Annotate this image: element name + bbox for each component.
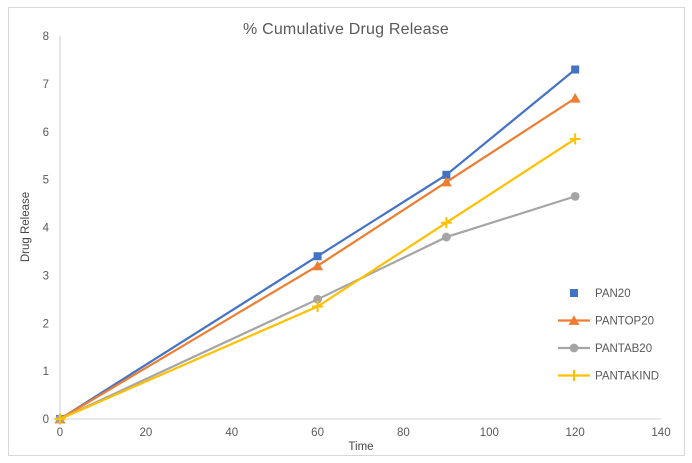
series-marker-pantop20 (440, 176, 452, 187)
legend-item-pan20[interactable]: PAN20 (570, 288, 631, 300)
y-tick-label-8: 8 (43, 31, 49, 43)
legend-label-pantop20: PANTOP20 (595, 316, 654, 328)
series-pantop20 (54, 93, 581, 424)
legend-marker-pantakind (568, 370, 580, 381)
legend-label-pantab20: PANTAB20 (595, 343, 652, 355)
legend-marker-pan20 (570, 289, 578, 297)
x-axis-title: Time (348, 441, 374, 453)
series-marker-pantop20 (569, 93, 581, 103)
y-tick-label-1: 1 (43, 366, 49, 378)
series-line-pantakind (59, 138, 576, 421)
y-tick-label-6: 6 (43, 127, 49, 139)
series-pantakind (54, 133, 581, 425)
series-marker-pan20 (571, 65, 580, 74)
series-marker-pantakind (312, 300, 324, 312)
x-tick-label-60: 60 (311, 427, 324, 439)
legend-item-pantakind[interactable]: PANTAKIND (558, 370, 659, 383)
y-tick-label-0: 0 (43, 414, 49, 426)
series-pan20 (56, 65, 580, 423)
legend-label-pantakind: PANTAKIND (595, 371, 659, 383)
series-marker-pantop20 (312, 260, 324, 271)
series-line-pan20 (59, 68, 576, 420)
series-marker-pan20 (442, 170, 451, 179)
y-tick-label-4: 4 (43, 223, 50, 235)
x-tick-label-40: 40 (225, 427, 238, 439)
chart-title: % Cumulative Drug Release (243, 21, 449, 38)
x-tick-label-140: 140 (651, 427, 670, 439)
series-marker-pantakind (569, 133, 581, 145)
series-marker-pantab20 (441, 232, 451, 242)
x-tick-label-120: 120 (566, 427, 585, 439)
series-marker-pantab20 (313, 294, 322, 304)
y-tick-label-3: 3 (43, 270, 49, 282)
x-tick-label-0: 0 (57, 427, 63, 439)
series-marker-pantakind (440, 217, 452, 229)
series-marker-pantakind (54, 413, 66, 425)
x-tick-label-80: 80 (397, 427, 410, 439)
y-tick-label-5: 5 (43, 175, 49, 187)
legend-marker-pantab20 (569, 343, 579, 353)
y-tick-label-7: 7 (43, 79, 49, 91)
series-marker-pantab20 (570, 191, 580, 201)
y-tick-label-2: 2 (43, 318, 49, 330)
x-tick-label-100: 100 (480, 427, 499, 439)
legend-marker-pantop20 (568, 315, 580, 325)
legend-item-pantab20[interactable]: PANTAB20 (558, 343, 652, 355)
series-line-pantab20 (59, 195, 576, 420)
series-marker-pan20 (313, 252, 322, 261)
series-line-pantop20 (59, 97, 576, 420)
legend-item-pantop20[interactable]: PANTOP20 (558, 315, 654, 328)
x-tick-label-20: 20 (139, 427, 152, 439)
legend-label-pan20: PAN20 (595, 288, 631, 300)
